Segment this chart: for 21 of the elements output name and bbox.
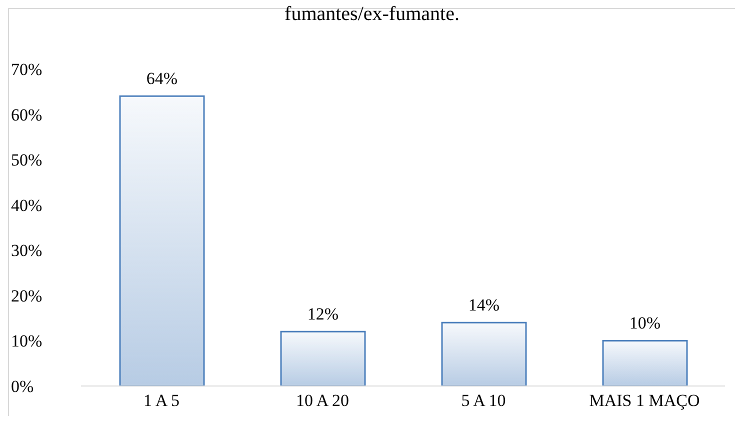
y-tick-label: 60% (11, 105, 42, 124)
chart-title: fumantes/ex-fumante. (284, 3, 460, 26)
bar (441, 322, 527, 386)
data-label: 14% (468, 296, 500, 315)
x-tick-label: MAIS 1 MAÇO (589, 391, 700, 410)
x-tick-label: 1 A 5 (144, 391, 180, 410)
x-tick-label: 5 A 10 (461, 391, 506, 410)
y-tick-label: 40% (11, 196, 42, 215)
bar (602, 340, 688, 386)
bar (280, 330, 366, 386)
data-label: 10% (629, 314, 661, 333)
data-label: 12% (307, 304, 339, 324)
y-tick-label: 0% (11, 377, 34, 396)
y-tick-label: 70% (11, 60, 42, 80)
data-label: 64% (146, 69, 178, 88)
y-tick-label: 50% (11, 150, 42, 170)
y-tick-label: 20% (11, 286, 42, 306)
x-tick-label: 10 A 20 (296, 391, 349, 410)
y-tick-label: 10% (11, 332, 42, 351)
y-tick-label: 30% (11, 241, 42, 260)
bar (119, 95, 205, 386)
